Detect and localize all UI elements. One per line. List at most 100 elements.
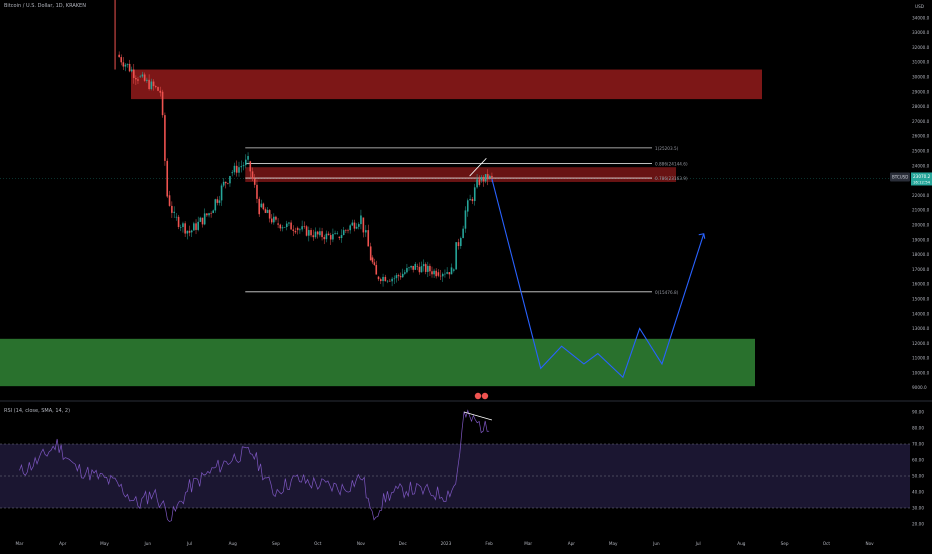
candle-body	[391, 278, 393, 282]
fib-label: 1(25203.5)	[655, 146, 679, 151]
candle-body	[224, 181, 227, 184]
candle-body	[319, 231, 321, 236]
candle-body	[422, 264, 425, 267]
candle-body	[210, 213, 212, 214]
candle-body	[208, 213, 210, 216]
x-tick-label: Aug	[229, 541, 238, 546]
price-badge-countdown: 16:12:54	[913, 179, 931, 184]
candle-body	[270, 218, 273, 223]
candle-body	[279, 224, 282, 229]
candle-body	[357, 224, 360, 227]
rsi-tick-label: 70.00	[912, 442, 924, 447]
candle-body	[418, 266, 421, 273]
fib-label: 0(15476.8)	[655, 290, 679, 295]
candle-body	[193, 223, 195, 231]
x-tick-label: 2023	[441, 541, 452, 546]
candle-body	[238, 167, 240, 173]
x-tick-label: Jun	[143, 541, 151, 546]
x-tick-label: Feb	[485, 541, 493, 546]
candle-body	[377, 276, 380, 280]
y-tick-label: 14000.0	[912, 311, 930, 316]
y-tick-label: 25000.0	[912, 149, 930, 154]
candle-body	[294, 230, 297, 233]
candle-body	[168, 195, 171, 206]
x-tick-label: Mar	[524, 541, 532, 546]
candle-body	[222, 181, 225, 186]
rsi-group: 90.00 80.00 70.00 60.00 50.00 40.00 30.00 20.00	[0, 409, 924, 527]
x-tick-label: Mar	[16, 541, 24, 546]
candle-body	[340, 235, 343, 238]
candle-body	[429, 265, 431, 272]
candle-body	[143, 74, 146, 81]
candle-body	[214, 199, 217, 211]
candle-body	[393, 278, 396, 280]
candle-body	[206, 213, 208, 216]
y-tick-label: 21000.0	[912, 208, 930, 213]
candle-body	[164, 115, 166, 161]
candle-body	[416, 266, 419, 267]
candle-body	[457, 242, 460, 247]
x-tick-label: Jul	[695, 541, 701, 546]
candle-body	[408, 267, 410, 269]
y-tick-label: 29000.0	[912, 89, 930, 94]
candle-body	[157, 87, 159, 91]
x-tick-label: Jul	[186, 541, 192, 546]
candle-body	[283, 227, 286, 228]
event-markers	[474, 392, 489, 400]
candle-body	[433, 270, 435, 275]
candle-body	[446, 272, 448, 274]
candle-body	[256, 184, 258, 199]
candle-body	[365, 230, 367, 233]
candle-body	[184, 223, 186, 234]
y-tick-label: 30000.0	[912, 75, 930, 80]
candle-body	[203, 213, 206, 225]
rsi-tick-label: 80.00	[912, 426, 924, 431]
candle-body	[460, 238, 462, 247]
candle-body	[137, 79, 139, 81]
candle-body	[336, 233, 339, 234]
candle-body	[480, 176, 483, 181]
candle-body	[182, 223, 184, 227]
x-tick-label: Nov	[865, 541, 874, 546]
y-tick-label: 32000.0	[912, 45, 930, 50]
candle-body	[135, 77, 137, 80]
candle-body	[321, 231, 323, 238]
y-tick-label: 11000.0	[912, 356, 930, 361]
candle-body	[275, 216, 277, 220]
candle-body	[148, 79, 150, 89]
candle-body	[476, 179, 478, 188]
candle-body	[240, 166, 243, 168]
candle-body	[186, 230, 189, 234]
candle-body	[395, 275, 398, 279]
candle-body	[444, 273, 446, 275]
candle-body	[303, 226, 306, 227]
y-tick-label: 17000.0	[912, 267, 930, 272]
price-axis: 34000.0 33000.0 32000.0 31000.0 30000.0 29000…	[890, 4, 932, 390]
y-tick-label: 15000.0	[912, 296, 930, 301]
rsi-divergence-line	[463, 411, 493, 421]
candle-body	[327, 233, 330, 236]
candle-body	[369, 246, 372, 261]
x-tick-label: Aug	[737, 541, 746, 546]
candle-body	[242, 165, 245, 167]
candle-body	[397, 275, 400, 277]
candle-body	[130, 69, 133, 72]
candle-body	[482, 176, 485, 182]
event-icon	[474, 392, 482, 400]
fib-label: 0.886(24144.6)	[655, 162, 688, 167]
resistance-zone	[245, 167, 676, 182]
x-tick-label: Apr	[59, 541, 67, 546]
y-tick-label: 18000.0	[912, 252, 930, 257]
candle-body	[431, 271, 433, 275]
x-tick-label: Jun	[652, 541, 660, 546]
candle-body	[420, 266, 423, 273]
candle-body	[469, 198, 471, 201]
symbol-title: Bitcoin / U.S. Dollar, 1D, KRAKEN	[4, 3, 86, 9]
candle-body	[175, 216, 178, 218]
candle-body	[188, 230, 191, 233]
candle-body	[201, 217, 204, 225]
candle-body	[362, 217, 365, 233]
y-tick-label: 12000.0	[912, 341, 930, 346]
